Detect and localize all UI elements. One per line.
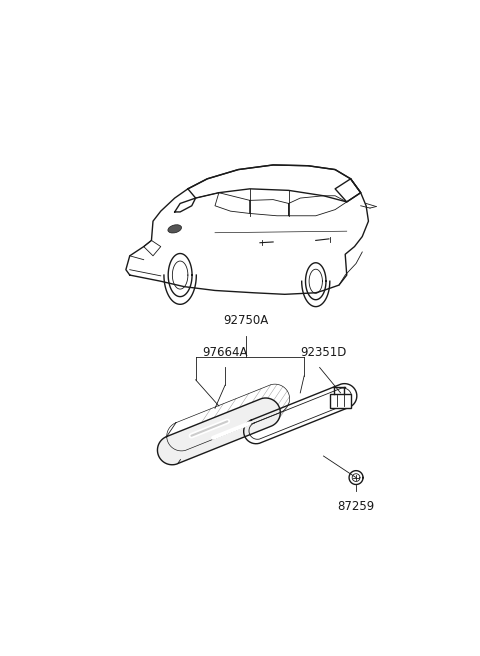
Ellipse shape — [168, 225, 181, 233]
Text: 92351D: 92351D — [300, 346, 347, 359]
Bar — [330, 394, 351, 407]
Text: 97664A: 97664A — [203, 346, 248, 359]
Text: 87259: 87259 — [337, 500, 375, 513]
Polygon shape — [157, 398, 280, 464]
Text: 92750A: 92750A — [223, 314, 269, 327]
